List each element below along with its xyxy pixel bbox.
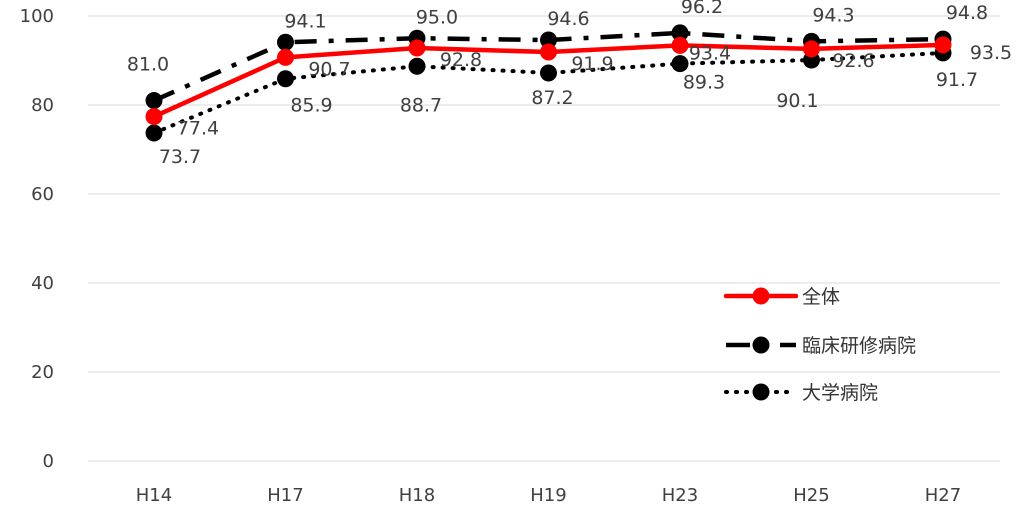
data-label: 88.7 — [400, 94, 442, 116]
series-0-point — [408, 39, 426, 57]
legend-label: 臨床研修病院 — [802, 335, 916, 357]
x-tick-label: H23 — [662, 485, 698, 506]
series-0-point — [671, 36, 689, 54]
data-label: 92.6 — [832, 50, 874, 72]
data-label: 94.3 — [812, 4, 854, 26]
legend-swatch-marker — [752, 336, 770, 354]
data-label: 87.2 — [531, 87, 573, 109]
series-1-point — [145, 92, 163, 110]
x-tick-label: H27 — [925, 485, 961, 506]
y-tick-label: 20 — [31, 362, 54, 383]
series-0-point — [277, 48, 294, 66]
data-label: 94.8 — [946, 2, 988, 24]
y-axis-ticks: 0 20 40 60 80 100 — [20, 6, 54, 472]
x-tick-label: H14 — [136, 485, 172, 506]
series-1-point — [540, 31, 557, 49]
x-tick-label: H25 — [793, 485, 829, 506]
y-tick-label: 100 — [20, 6, 54, 27]
data-label: 73.7 — [159, 146, 201, 168]
series-2-point — [408, 57, 426, 75]
series-0-point — [803, 40, 820, 58]
data-labels: 77.4 90.7 92.8 91.9 93.4 92.6 93.5 81.0 94.1 95.0… — [127, 0, 1012, 168]
legend-label: 全体 — [802, 286, 840, 308]
data-label: 91.7 — [936, 69, 978, 91]
series-0-point — [145, 108, 163, 126]
data-label: 93.4 — [689, 42, 731, 64]
series-1-point — [277, 33, 294, 51]
y-tick-label: 0 — [43, 451, 54, 472]
series-1-point — [671, 24, 689, 42]
series-2-point — [671, 55, 689, 73]
series-2-point — [145, 124, 163, 142]
legend-label: 大学病院 — [802, 382, 878, 404]
legend-swatch-marker — [752, 287, 770, 305]
data-label: 85.9 — [290, 95, 332, 117]
legend-swatch-marker — [752, 383, 770, 401]
series-0-point — [934, 36, 952, 54]
y-tick-label: 80 — [31, 95, 54, 116]
y-tick-label: 40 — [31, 273, 54, 294]
gridlines — [88, 15, 1000, 462]
x-axis-ticks: H14 H17 H18 H19 H23 H25 H27 — [136, 485, 961, 506]
data-label: 90.7 — [308, 58, 350, 80]
x-tick-label: H19 — [530, 485, 566, 506]
data-label: 90.1 — [776, 90, 818, 112]
data-label: 92.8 — [440, 49, 482, 71]
data-label: 96.2 — [681, 0, 723, 18]
data-label: 77.4 — [177, 118, 219, 140]
data-label: 93.5 — [970, 42, 1012, 64]
x-tick-label: H17 — [267, 485, 303, 506]
x-tick-label: H18 — [399, 485, 435, 506]
data-label: 81.0 — [127, 54, 169, 76]
data-label: 89.3 — [683, 72, 725, 94]
y-tick-label: 60 — [31, 184, 54, 205]
data-label: 94.1 — [284, 10, 326, 32]
series-0-point — [540, 43, 557, 61]
data-label: 94.6 — [547, 8, 589, 30]
series-lines — [145, 24, 952, 142]
data-label: 91.9 — [571, 53, 613, 75]
data-label: 95.0 — [416, 6, 458, 28]
series-2-point — [277, 70, 294, 88]
series-2-point — [540, 64, 557, 82]
